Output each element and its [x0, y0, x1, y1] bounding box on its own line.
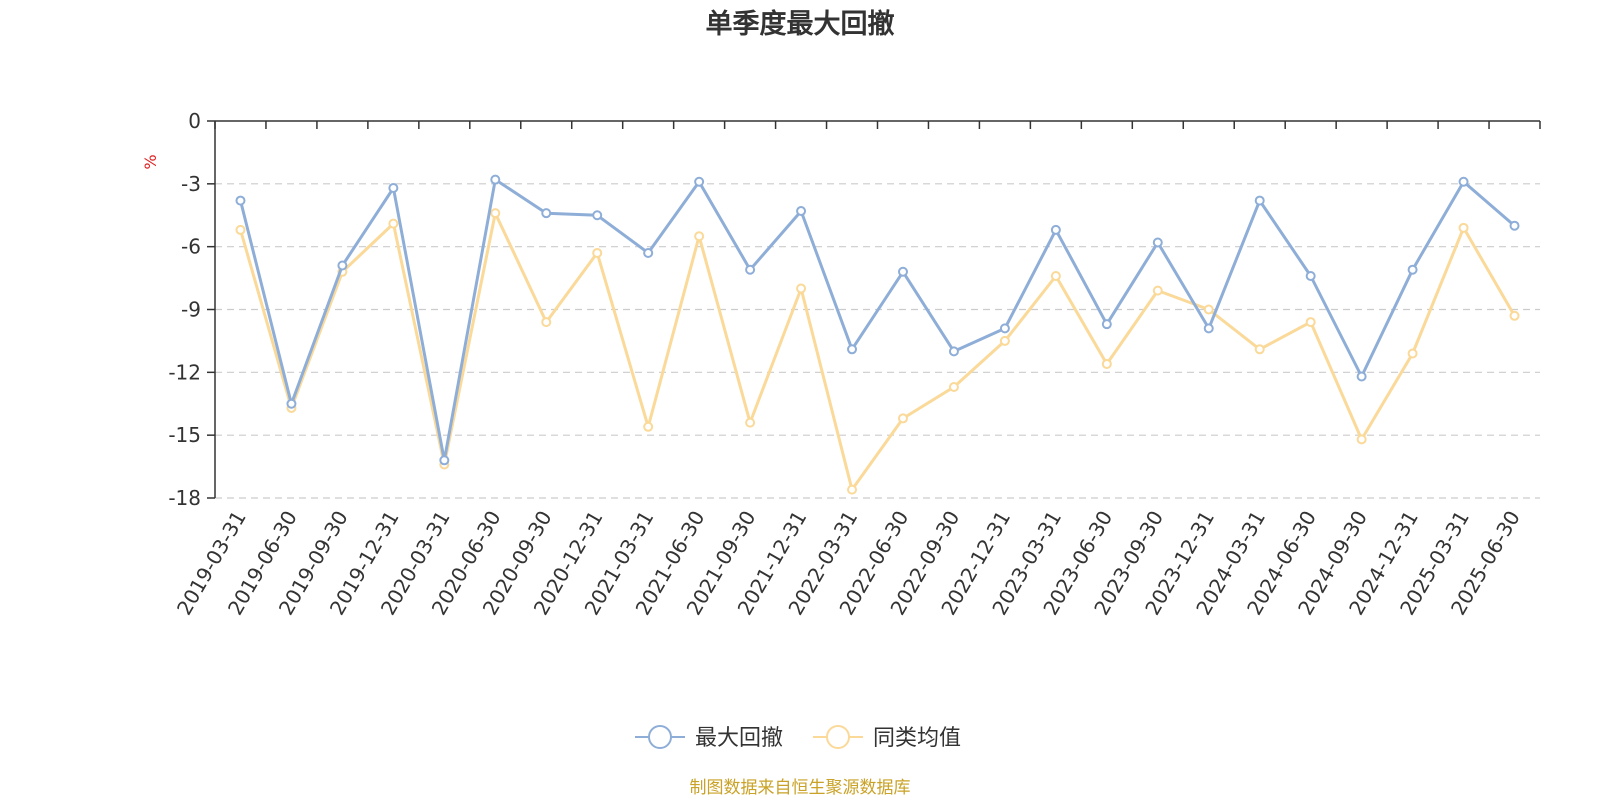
data-point[interactable] [1101, 358, 1112, 369]
legend-item-1[interactable]: 同类均值 [813, 725, 961, 751]
data-point[interactable] [388, 183, 399, 194]
data-point[interactable] [999, 323, 1010, 334]
y-tick-label: -18 [168, 486, 201, 510]
footer-source: 制图数据来自恒生聚源数据库 [690, 778, 911, 798]
legend-marker-icon [648, 725, 672, 749]
data-point[interactable] [1203, 323, 1214, 334]
data-point[interactable] [643, 247, 654, 258]
data-point[interactable] [796, 206, 807, 217]
data-point[interactable] [1509, 310, 1520, 321]
legend-item-0[interactable]: 最大回撤 [635, 725, 783, 751]
data-point[interactable] [1305, 270, 1316, 281]
data-point[interactable] [235, 224, 246, 235]
y-tick-label: -6 [181, 235, 201, 259]
series-line-1 [239, 211, 1516, 492]
series-layer [235, 174, 1520, 495]
legend-label: 同类均值 [873, 726, 961, 751]
grid-layer [215, 183, 1540, 499]
data-point[interactable] [286, 398, 297, 409]
data-point[interactable] [592, 210, 603, 221]
data-point[interactable] [745, 417, 756, 428]
data-point[interactable] [948, 346, 959, 357]
y-tick-label: -12 [168, 360, 201, 384]
data-point[interactable] [1458, 176, 1469, 187]
data-point[interactable] [643, 421, 654, 432]
data-point[interactable] [541, 317, 552, 328]
data-point[interactable] [1305, 317, 1316, 328]
data-point[interactable] [847, 484, 858, 495]
data-point[interactable] [694, 176, 705, 187]
data-point[interactable] [490, 174, 501, 185]
data-point[interactable] [1509, 220, 1520, 231]
data-point[interactable] [1254, 195, 1265, 206]
chart-title: 单季度最大回撤 [706, 8, 895, 40]
y-tick-label: -3 [181, 172, 201, 196]
data-point[interactable] [1050, 224, 1061, 235]
data-point[interactable] [1101, 319, 1112, 330]
data-point[interactable] [1356, 371, 1367, 382]
data-point[interactable] [999, 335, 1010, 346]
data-point[interactable] [1203, 304, 1214, 315]
data-point[interactable] [847, 344, 858, 355]
legend-marker-icon [826, 725, 850, 749]
data-point[interactable] [897, 413, 908, 424]
data-point[interactable] [1458, 222, 1469, 233]
data-point[interactable] [1152, 237, 1163, 248]
y-tick-label: 0 [188, 109, 201, 133]
legend-label: 最大回撤 [695, 726, 783, 751]
data-point[interactable] [337, 260, 348, 271]
data-point[interactable] [948, 381, 959, 392]
data-point[interactable] [388, 218, 399, 229]
data-point[interactable] [796, 283, 807, 294]
data-point[interactable] [745, 264, 756, 275]
y-tick-label: -15 [168, 423, 201, 447]
data-point[interactable] [541, 208, 552, 219]
data-point[interactable] [1407, 348, 1418, 359]
legend[interactable]: 最大回撤 同类均值 [635, 725, 961, 751]
data-point[interactable] [1407, 264, 1418, 275]
data-point[interactable] [1254, 344, 1265, 355]
axis-layer: 0-3-6-9-12-15-182019-03-312019-06-302019… [168, 109, 1541, 619]
data-point[interactable] [694, 231, 705, 242]
data-point[interactable] [1152, 285, 1163, 296]
data-point[interactable] [592, 247, 603, 258]
y-tick-label: -9 [181, 298, 201, 322]
data-point[interactable] [235, 195, 246, 206]
series-line-0 [239, 178, 1516, 462]
data-point[interactable] [439, 455, 450, 466]
data-point[interactable] [490, 208, 501, 219]
y-axis-unit: % [141, 154, 160, 169]
data-point[interactable] [897, 266, 908, 277]
data-point[interactable] [1050, 270, 1061, 281]
data-point[interactable] [1356, 434, 1367, 445]
